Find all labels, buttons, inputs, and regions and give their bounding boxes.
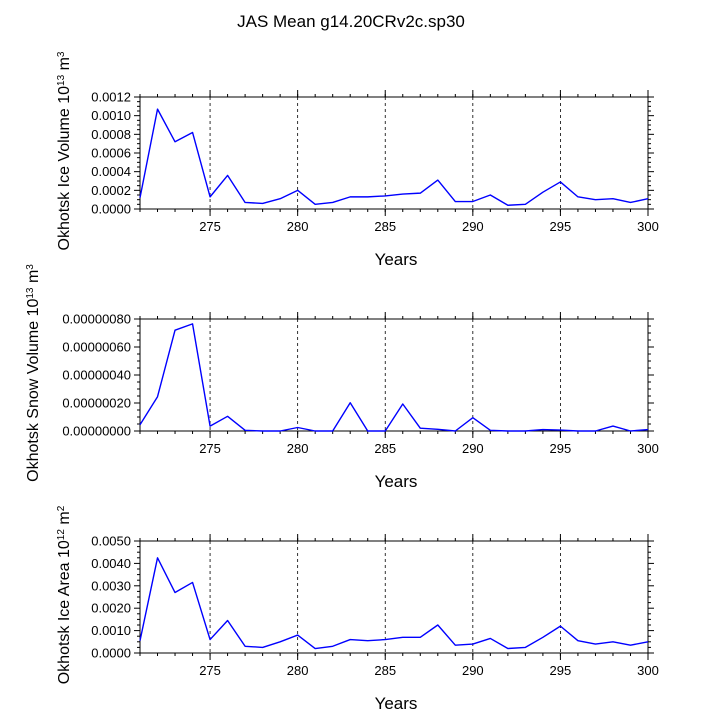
x-tick-label: 290: [462, 219, 484, 234]
y-tick-label: 0.0006: [91, 146, 131, 161]
series-line: [139, 557, 649, 650]
y-tick-label: 0.0004: [91, 164, 131, 179]
x-tick-label: 280: [287, 219, 309, 234]
x-tick-label: 285: [374, 219, 396, 234]
x-tick-label: 295: [550, 441, 572, 456]
y-tick-label: 0.0012: [91, 90, 131, 105]
y-tick-label: 0.0010: [91, 108, 131, 123]
y-tick-label: 0.00000020: [62, 396, 131, 411]
x-tick-label: 280: [287, 663, 309, 678]
y-tick-label: 0.0000: [91, 646, 131, 661]
y-tick-label: 0.0002: [91, 183, 131, 198]
y-axis-label: Okhotsk Ice Area 1012 m2: [56, 505, 74, 684]
x-axis-label: Years: [375, 694, 418, 710]
y-axis-label: Okhotsk Ice Volume 1013 m3: [56, 51, 74, 250]
x-tick-label: 275: [199, 663, 221, 678]
x-tick-label: 290: [462, 441, 484, 456]
y-tick-label: 0.0030: [91, 578, 131, 593]
x-tick-label: 280: [287, 441, 309, 456]
series-line: [139, 108, 649, 206]
y-tick-label: 0.0010: [91, 623, 131, 638]
x-tick-label: 295: [550, 663, 572, 678]
y-tick-label: 0.0020: [91, 601, 131, 616]
y-tick-label: 0.00000000: [62, 424, 131, 439]
x-tick-label: 300: [637, 663, 659, 678]
y-tick-label: 0.00000060: [62, 340, 131, 355]
x-tick-label: 285: [374, 663, 396, 678]
y-tick-label: 0.00000080: [62, 312, 131, 327]
y-tick-label: 0.00000040: [62, 368, 131, 383]
plot-frame: [139, 318, 649, 432]
plot-frame: [139, 96, 649, 210]
x-axis-label: Years: [375, 472, 418, 491]
y-axis-label: Okhotsk Snow Volume 1013 m3: [25, 264, 43, 482]
plot-frame: [139, 540, 649, 654]
x-tick-label: 285: [374, 441, 396, 456]
x-tick-label: 290: [462, 663, 484, 678]
series-line: [139, 323, 649, 432]
y-tick-label: 0.0040: [91, 556, 131, 571]
y-tick-label: 0.0008: [91, 127, 131, 142]
x-axis-label: Years: [375, 250, 418, 269]
x-tick-label: 300: [637, 219, 659, 234]
panel-2: 275 280 285 290 295 300 0.00000000 0.00000020 0.…: [25, 264, 659, 491]
chart-title: JAS Mean g14.20CRv2c.sp30: [237, 12, 465, 31]
x-tick-label: 300: [637, 441, 659, 456]
panel-3: 275 280 285 290 295 300 0.0000 0.0010 0.0020 0.00…: [56, 505, 659, 710]
x-tick-label: 275: [199, 441, 221, 456]
panel-1: 275 280 285 290 295 300 0.0000 0.0002 0.0004 0.00…: [56, 51, 659, 269]
x-tick-label: 295: [550, 219, 572, 234]
x-tick-label: 275: [199, 219, 221, 234]
y-tick-label: 0.0000: [91, 202, 131, 217]
y-tick-label: 0.0050: [91, 534, 131, 549]
